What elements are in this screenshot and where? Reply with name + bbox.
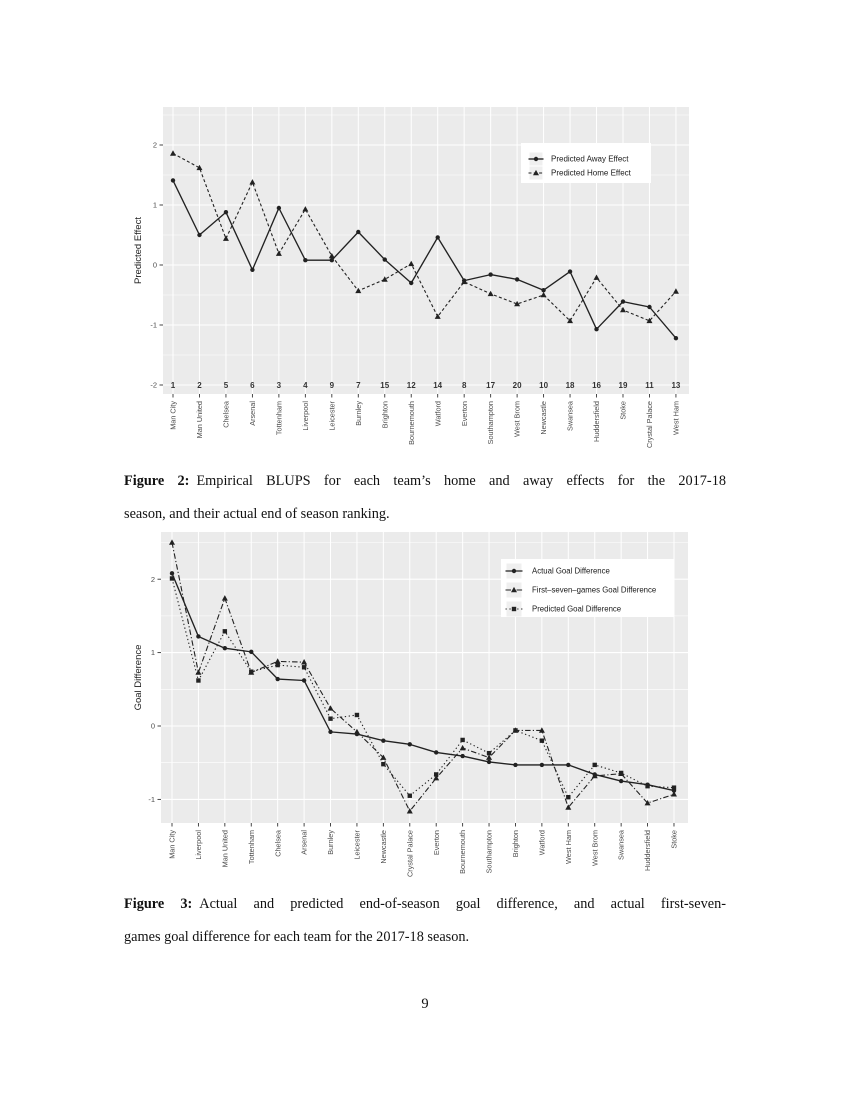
- x-tick-label: Watford: [433, 401, 442, 426]
- rank-label: 11: [645, 381, 654, 390]
- rank-label: 4: [303, 381, 308, 390]
- x-tick-label: Leicester: [327, 400, 336, 430]
- y-tick-label: 0: [151, 722, 155, 731]
- rank-label: 5: [224, 381, 229, 390]
- figure2-caption: Figure 2: Empirical BLUPS for each team’s…: [124, 465, 726, 531]
- rank-label: 8: [462, 381, 467, 390]
- rank-label: 6: [250, 381, 255, 390]
- rank-label: 19: [619, 381, 628, 390]
- x-tick-label: Newcastle: [379, 830, 388, 864]
- series-2: [170, 150, 679, 324]
- x-axis: Man City Man United Chelsea Arsenal Tottenha…: [169, 394, 681, 448]
- legend-label: Predicted Away Effect: [551, 155, 629, 164]
- rank-label: 7: [356, 381, 361, 390]
- x-tick-label: Huddersfield: [643, 830, 652, 871]
- x-tick-label: Crystal Palace: [405, 830, 414, 877]
- x-tick-label: Huddersfield: [592, 401, 601, 442]
- x-tick-label: Southampton: [485, 830, 494, 873]
- x-tick-label: Tottenham: [247, 830, 256, 864]
- legend-label: First–seven–games Goal Difference: [532, 586, 656, 595]
- rank-label: 12: [407, 381, 416, 390]
- rank-label: 17: [486, 381, 495, 390]
- rank-label: 1: [171, 381, 176, 390]
- y-tick-label: 1: [151, 648, 155, 657]
- x-tick-label: Tottenham: [274, 401, 283, 435]
- x-tick-label: Stoke: [619, 401, 628, 420]
- x-tick-label: Bournemouth: [407, 401, 416, 445]
- x-tick-label: Southampton: [486, 401, 495, 444]
- x-tick-label: Stoke: [670, 830, 679, 849]
- x-tick-label: Brighton: [511, 830, 520, 857]
- x-tick-label: Everton: [432, 830, 441, 855]
- figure3-caption-line2: games goal difference for each team for …: [124, 929, 470, 945]
- x-tick-label: Arsenal: [300, 830, 309, 855]
- x-tick-label: Burnley: [354, 401, 363, 426]
- x-tick-label: Swansea: [566, 400, 575, 431]
- x-tick-label: Crystal Palace: [645, 401, 654, 448]
- x-tick-label: Man City: [169, 401, 178, 430]
- rank-label: 2: [197, 381, 202, 390]
- figure2-caption-text1: Empirical BLUPS for each team’s home and…: [196, 473, 726, 489]
- rank-label: 9: [330, 381, 335, 390]
- figure2-label: Figure 2:: [124, 473, 190, 489]
- y-tick-label: 2: [153, 141, 157, 150]
- rank-label: 14: [433, 381, 442, 390]
- rank-label: 20: [513, 381, 522, 390]
- rank-label: 3: [277, 381, 282, 390]
- x-tick-label: Arsenal: [248, 401, 257, 426]
- x-tick-label: Chelsea: [273, 829, 282, 857]
- y-axis-title: Predicted Effect: [133, 217, 144, 284]
- figure3-caption-text1: Actual and predicted end-of-season goal …: [199, 896, 726, 912]
- series-3: [169, 576, 677, 800]
- x-tick-label: Watford: [537, 830, 546, 855]
- x-tick-label: Bournemouth: [458, 830, 467, 874]
- x-tick-label: Swansea: [617, 829, 626, 860]
- x-tick-label: Man City: [168, 830, 177, 859]
- rank-label: 18: [566, 381, 575, 390]
- legend: Predicted Away Effect Predicted Home Effe…: [521, 143, 651, 183]
- legend-label: Predicted Home Effect: [551, 169, 632, 178]
- figure2-caption-line1: Figure 2: Empirical BLUPS for each team’s…: [124, 465, 726, 498]
- y-tick-label: -1: [148, 795, 155, 804]
- rank-labels: 1 2 5 6 3 4 9 7 15 12 14 8 17 20 10 18 16 19 11 13: [171, 381, 681, 390]
- x-tick-label: Burnley: [326, 830, 335, 855]
- x-tick-label: Brighton: [380, 401, 389, 428]
- x-tick-label: Man United: [195, 401, 204, 438]
- x-tick-label: Liverpool: [194, 830, 203, 860]
- y-tick-label: 0: [153, 261, 157, 270]
- x-tick-label: Man United: [220, 830, 229, 867]
- figure3-label: Figure 3:: [124, 896, 193, 912]
- figure3-caption-line1: Figure 3: Actual and predicted end-of-sea…: [124, 888, 726, 921]
- y-axis: -1 0 1 2: [148, 575, 161, 804]
- x-tick-label: Chelsea: [222, 400, 231, 428]
- x-tick-label: West Brom: [513, 401, 522, 437]
- x-tick-label: West Ham: [564, 830, 573, 864]
- x-tick-label: Everton: [460, 401, 469, 426]
- legend-label: Actual Goal Difference: [532, 567, 610, 576]
- y-tick-label: 2: [151, 575, 155, 584]
- legend: Actual Goal Difference First–seven–games …: [501, 559, 674, 617]
- figure3-caption: Figure 3: Actual and predicted end-of-sea…: [124, 888, 726, 954]
- rank-label: 13: [671, 381, 680, 390]
- x-tick-label: West Ham: [672, 401, 681, 435]
- y-axis: -2 -1 0 1 2: [150, 141, 163, 390]
- x-tick-label: Liverpool: [301, 401, 310, 431]
- y-tick-label: -1: [150, 321, 157, 330]
- y-tick-label: -2: [150, 381, 157, 390]
- rank-label: 16: [592, 381, 601, 390]
- x-tick-label: Leicester: [353, 829, 362, 859]
- page-number: 9: [421, 996, 429, 1012]
- x-tick-label: West Brom: [590, 830, 599, 866]
- x-tick-label: Newcastle: [539, 401, 548, 435]
- y-axis-title: Goal Difference: [133, 645, 144, 711]
- figure2-caption-line2: season, and their actual end of season r…: [124, 506, 390, 522]
- x-axis: Man City Liverpool Man United Tottenham Chel…: [168, 823, 679, 877]
- rank-label: 10: [539, 381, 548, 390]
- y-tick-label: 1: [153, 201, 157, 210]
- legend-label: Predicted Goal Difference: [532, 605, 621, 614]
- rank-label: 15: [380, 381, 389, 390]
